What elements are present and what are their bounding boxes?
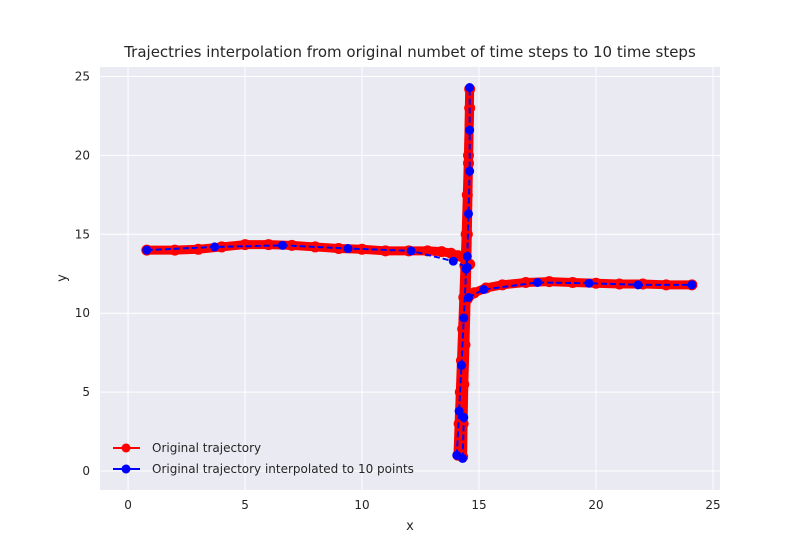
interpolated-point — [459, 412, 469, 422]
interpolated-point — [463, 209, 473, 219]
original-point — [262, 239, 274, 251]
x-tick-label: 10 — [354, 498, 369, 512]
interpolated-point — [406, 246, 416, 256]
y-tick-label: 5 — [82, 385, 90, 399]
original-point — [520, 276, 532, 288]
interpolated-point — [461, 264, 471, 274]
original-point — [239, 239, 251, 251]
interpolated-point — [142, 245, 152, 255]
interpolated-point — [463, 292, 473, 302]
original-point — [462, 157, 474, 169]
y-tick-label: 25 — [75, 69, 90, 83]
plot-background — [100, 67, 720, 490]
interpolated-point — [454, 406, 464, 416]
y-tick-label: 20 — [75, 148, 90, 162]
original-point — [496, 279, 508, 291]
legend-original-label: Original trajectory — [152, 441, 261, 455]
legend-interpolated-marker — [121, 464, 131, 474]
interpolated-point — [277, 240, 287, 250]
original-point — [309, 241, 321, 253]
y-tick-label: 15 — [75, 227, 90, 241]
interpolated-point — [459, 313, 469, 323]
interpolated-point — [479, 285, 489, 295]
interpolated-point — [458, 453, 468, 463]
interpolated-point — [687, 280, 697, 290]
original-point — [459, 339, 471, 351]
interpolated-point — [343, 244, 353, 254]
y-tick-label: 10 — [75, 306, 90, 320]
original-point — [436, 246, 448, 258]
x-axis-label: x — [406, 519, 414, 534]
original-point — [169, 244, 181, 256]
x-tick-label: 5 — [241, 498, 249, 512]
interpolated-point — [465, 166, 475, 176]
chart-title: Trajectries interpolation from original … — [123, 43, 696, 61]
ticks: 0 5 10 15 20 25 0 5 10 15 20 25 — [75, 69, 721, 512]
interpolated-point — [465, 83, 475, 93]
original-point — [192, 243, 204, 255]
interpolated-trajectory-line — [455, 87, 471, 456]
original-point — [567, 276, 579, 288]
interpolated-point — [456, 360, 466, 370]
interpolated-point — [462, 251, 472, 261]
interpolated-point — [584, 278, 594, 288]
x-tick-label: 0 — [124, 498, 132, 512]
interpolated-point — [533, 277, 543, 287]
y-tick-label: 0 — [82, 464, 90, 478]
y-axis-label: y — [55, 274, 70, 282]
x-tick-label: 20 — [588, 498, 603, 512]
legend: Original trajectory Original trajectory … — [113, 441, 414, 476]
legend-original-marker — [121, 443, 131, 453]
x-tick-label: 15 — [471, 498, 486, 512]
interpolated-trajectory-line — [461, 417, 465, 459]
original-point — [422, 245, 434, 257]
legend-interpolated-label: Original trajectory interpolated to 10 p… — [152, 462, 414, 476]
interpolated-point — [465, 125, 475, 135]
interpolated-point — [633, 280, 643, 290]
original-point — [356, 243, 368, 255]
x-tick-label: 25 — [705, 498, 720, 512]
interpolated-point — [448, 256, 458, 266]
interpolated-point — [210, 242, 220, 252]
series-layer — [141, 83, 698, 463]
